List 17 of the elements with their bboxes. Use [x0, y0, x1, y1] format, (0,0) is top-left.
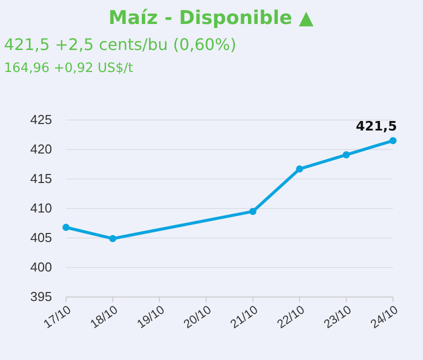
y-tick-label: 420	[30, 142, 52, 157]
point	[389, 137, 397, 144]
data-label: 421,5	[356, 120, 397, 135]
y-tick-label: 395	[30, 289, 52, 304]
y-tick-label: 405	[30, 230, 52, 246]
chart-title: Maíz - Disponible ▲	[108, 7, 314, 29]
point	[342, 151, 350, 158]
point	[62, 224, 70, 231]
y-tick-label: 410	[30, 200, 52, 216]
chart-subtitle: 421,5 +2,5 cents/bu (0,60%)	[4, 35, 236, 54]
y-tick-label: 425	[30, 112, 52, 128]
point	[249, 208, 256, 216]
y-tick-label: 415	[30, 171, 52, 186]
point	[296, 165, 304, 173]
y-tick-label: 400	[30, 260, 52, 275]
point	[109, 235, 116, 242]
text: 164,96 +0,92 US$/t	[4, 61, 134, 76]
